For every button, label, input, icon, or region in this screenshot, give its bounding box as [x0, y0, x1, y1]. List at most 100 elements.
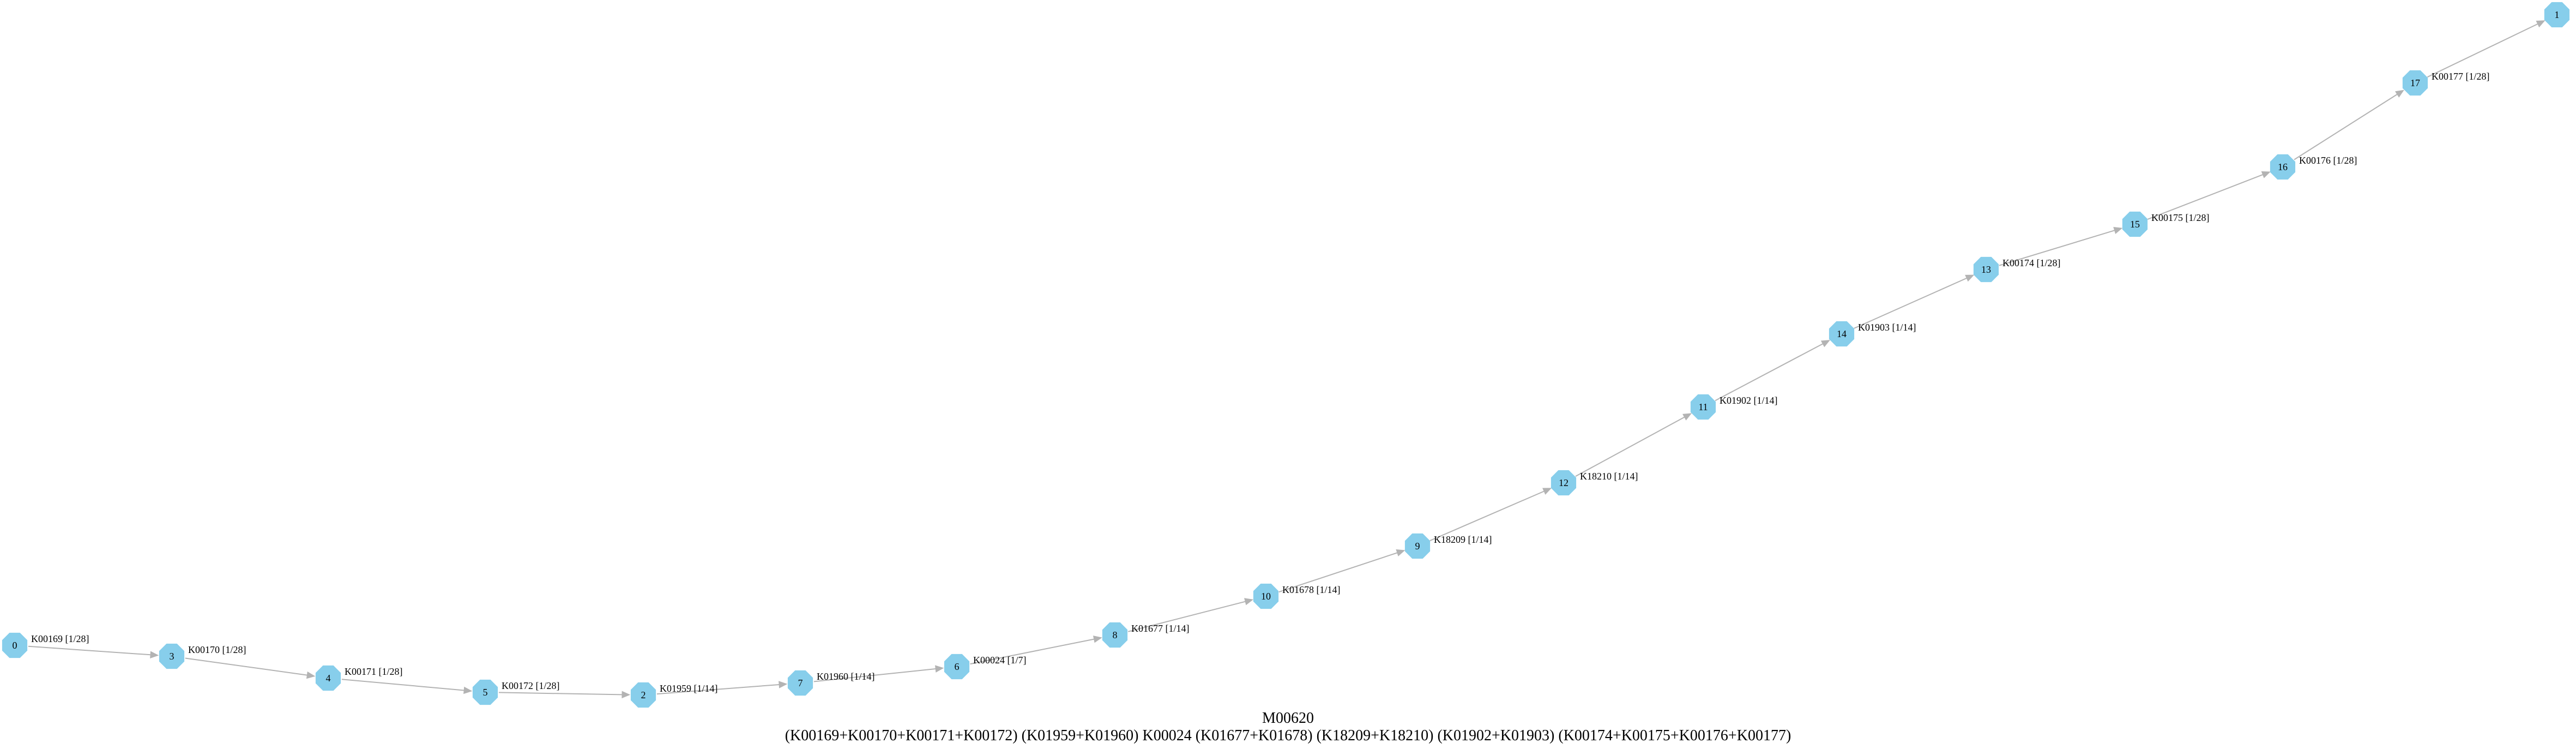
edge-label: K18209 [1/14] [1434, 534, 1492, 545]
node-octagon [2270, 154, 2296, 180]
node-label: 11 [1698, 402, 1708, 412]
node-label: 15 [2130, 219, 2140, 230]
node-5: 5 [472, 679, 498, 705]
node-8: 8 [1102, 622, 1128, 648]
arrowhead-icon [1682, 413, 1692, 421]
node-13: 13 [1973, 256, 1999, 283]
edge-label: K00177 [1/28] [2432, 71, 2490, 82]
edge-12-to-11: K18210 [1/14] [1575, 413, 1692, 482]
edge-6-to-8: K00024 [1/7] [970, 636, 1102, 666]
edge-line [1575, 416, 1685, 477]
edge-line [656, 684, 780, 695]
node-4: 4 [315, 665, 341, 691]
node-15: 15 [2122, 211, 2148, 237]
edge-14-to-13: K01903 [1/14] [1854, 274, 1975, 333]
edge-label: K00174 [1/28] [2002, 257, 2061, 268]
arrowhead-icon [1093, 636, 1102, 643]
arrowhead-icon [1396, 549, 1405, 556]
edge-4-to-5: K00171 [1/28] [341, 666, 473, 694]
node-1: 1 [2544, 2, 2570, 28]
edge-line [1999, 230, 2115, 266]
node-label: 0 [13, 640, 17, 651]
node-label: 2 [641, 690, 646, 700]
node-octagon [1404, 533, 1431, 559]
edge-5-to-2: K00172 [1/28] [498, 680, 631, 699]
node-0: 0 [2, 632, 28, 658]
arrowhead-icon [150, 651, 159, 659]
edge-17-to-1: K00177 [1/28] [2427, 20, 2545, 82]
arrowhead-icon [463, 686, 473, 694]
arrowhead-icon [306, 671, 316, 679]
node-16: 16 [2270, 154, 2296, 180]
node-label: 5 [483, 687, 488, 698]
node-label: 1 [2555, 9, 2560, 20]
node-label: 3 [170, 651, 174, 662]
node-17: 17 [2402, 70, 2428, 96]
node-7: 7 [787, 670, 813, 696]
node-label: 17 [2410, 77, 2420, 88]
edge-label: K01677 [1/14] [1131, 623, 1190, 634]
arrowhead-icon [2395, 89, 2404, 98]
arrowhead-icon [1542, 488, 1552, 495]
edge-line [1854, 277, 1967, 329]
node-label: 10 [1261, 591, 1271, 602]
module-id-title: M00620 [1262, 710, 1314, 727]
node-label: 6 [955, 661, 960, 672]
edge-line [28, 645, 151, 656]
arrowhead-icon [2261, 171, 2271, 178]
edge-line [1278, 552, 1398, 593]
edge-line [1429, 490, 1545, 541]
edge-8-to-10: K01677 [1/14] [1127, 598, 1254, 634]
node-octagon [787, 670, 813, 696]
edge-11-to-14: K01902 [1/14] [1715, 340, 1831, 406]
node-octagon [944, 654, 970, 680]
edge-3-to-4: K00170 [1/28] [185, 644, 316, 679]
arrowhead-icon [1820, 340, 1831, 347]
node-octagon [1829, 321, 1855, 347]
node-9: 9 [1404, 533, 1431, 559]
arrowhead-icon [622, 691, 631, 699]
node-label: 9 [1415, 541, 1420, 552]
node-2: 2 [630, 682, 656, 708]
edge-16-to-17: K00176 [1/28] [2294, 89, 2404, 166]
edge-label: K00170 [1/28] [188, 644, 246, 655]
node-3: 3 [159, 643, 185, 669]
edge-label: K01902 [1/14] [1720, 395, 1778, 406]
edge-line [813, 668, 936, 682]
node-octagon [2122, 211, 2148, 237]
edge-line [341, 679, 464, 691]
edge-label: K01959 [1/14] [660, 683, 718, 694]
node-label: 14 [1837, 328, 1847, 339]
node-14: 14 [1829, 321, 1855, 347]
edge-line [2427, 23, 2538, 78]
node-octagon [1551, 470, 1577, 496]
node-octagon [1690, 394, 1716, 420]
node-octagon [315, 665, 341, 691]
edge-label: K00169 [1/28] [31, 633, 89, 644]
edge-label: K00024 [1/7] [973, 655, 1027, 666]
edge-label: K00172 [1/28] [502, 680, 560, 691]
edge-line [2294, 94, 2398, 160]
edge-0-to-3: K00169 [1/28] [28, 633, 159, 659]
arrowhead-icon [1965, 274, 1975, 282]
edge-7-to-6: K01960 [1/14] [813, 665, 944, 682]
edge-line [185, 657, 307, 676]
nodes-layer: 0 3 4 5 2 7 6 8 10 9 12 11 14 13 15 16 17 1 [2, 2, 2570, 708]
edge-line [498, 692, 623, 696]
arrowhead-icon [1244, 598, 1254, 606]
node-label: 4 [326, 673, 331, 684]
edge-label: K00176 [1/28] [2299, 155, 2357, 166]
edge-label: K00171 [1/28] [345, 666, 403, 677]
edge-line [1127, 601, 1246, 632]
node-octagon [2402, 70, 2428, 96]
arrowhead-icon [2536, 20, 2545, 28]
edge-line [2147, 174, 2263, 220]
node-label: 8 [1113, 630, 1118, 640]
node-octagon [1102, 622, 1128, 648]
edge-line [1715, 343, 1823, 402]
node-octagon [1253, 583, 1279, 609]
edge-15-to-16: K00175 [1/28] [2147, 171, 2271, 223]
node-octagon [159, 643, 185, 669]
node-label: 13 [1981, 264, 1991, 275]
node-octagon [630, 682, 656, 708]
